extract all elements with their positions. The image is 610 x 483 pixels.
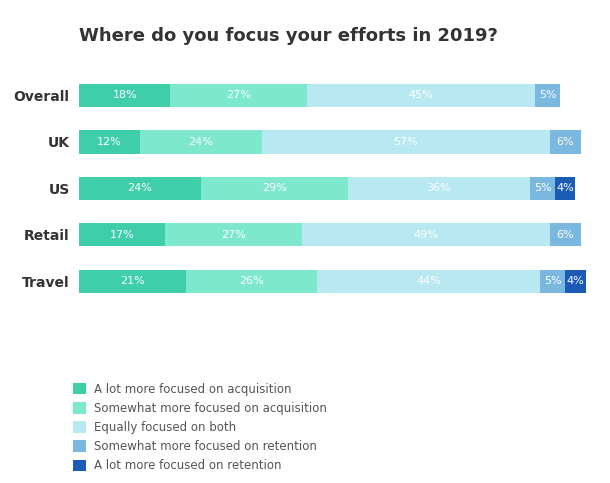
Text: 45%: 45% xyxy=(409,90,434,100)
Bar xyxy=(79,130,140,154)
Text: 44%: 44% xyxy=(416,276,441,286)
Text: 4%: 4% xyxy=(556,184,574,193)
Text: 27%: 27% xyxy=(226,90,251,100)
Bar xyxy=(185,270,317,293)
Bar xyxy=(79,84,170,107)
Text: 6%: 6% xyxy=(556,230,574,240)
Text: 18%: 18% xyxy=(112,90,137,100)
Bar xyxy=(555,177,575,200)
Text: Where do you focus your efforts in 2019?: Where do you focus your efforts in 2019? xyxy=(79,27,498,44)
Bar xyxy=(165,223,302,246)
Bar xyxy=(302,223,550,246)
Text: 29%: 29% xyxy=(262,184,287,193)
Text: 4%: 4% xyxy=(567,276,584,286)
Bar xyxy=(550,130,581,154)
Bar xyxy=(170,84,307,107)
Bar xyxy=(530,177,555,200)
Text: 12%: 12% xyxy=(98,137,122,147)
Text: 27%: 27% xyxy=(221,230,246,240)
Text: 5%: 5% xyxy=(534,184,551,193)
Text: 6%: 6% xyxy=(556,137,574,147)
Bar xyxy=(79,223,165,246)
Bar xyxy=(550,223,581,246)
Bar xyxy=(307,84,535,107)
Bar xyxy=(140,130,262,154)
Text: 5%: 5% xyxy=(539,90,556,100)
Text: 24%: 24% xyxy=(188,137,214,147)
Bar xyxy=(79,270,185,293)
Bar xyxy=(540,270,565,293)
Text: 26%: 26% xyxy=(239,276,264,286)
Bar xyxy=(535,84,561,107)
Bar xyxy=(79,177,201,200)
Text: 21%: 21% xyxy=(120,276,145,286)
Text: 57%: 57% xyxy=(393,137,418,147)
Text: 24%: 24% xyxy=(127,184,152,193)
Bar xyxy=(348,177,530,200)
Text: 49%: 49% xyxy=(414,230,439,240)
Bar xyxy=(317,270,540,293)
Bar xyxy=(262,130,550,154)
Text: 36%: 36% xyxy=(426,184,451,193)
Text: 17%: 17% xyxy=(110,230,135,240)
Legend: A lot more focused on acquisition, Somewhat more focused on acquisition, Equally: A lot more focused on acquisition, Somew… xyxy=(73,383,327,472)
Bar xyxy=(565,270,586,293)
Bar xyxy=(201,177,348,200)
Text: 5%: 5% xyxy=(544,276,561,286)
